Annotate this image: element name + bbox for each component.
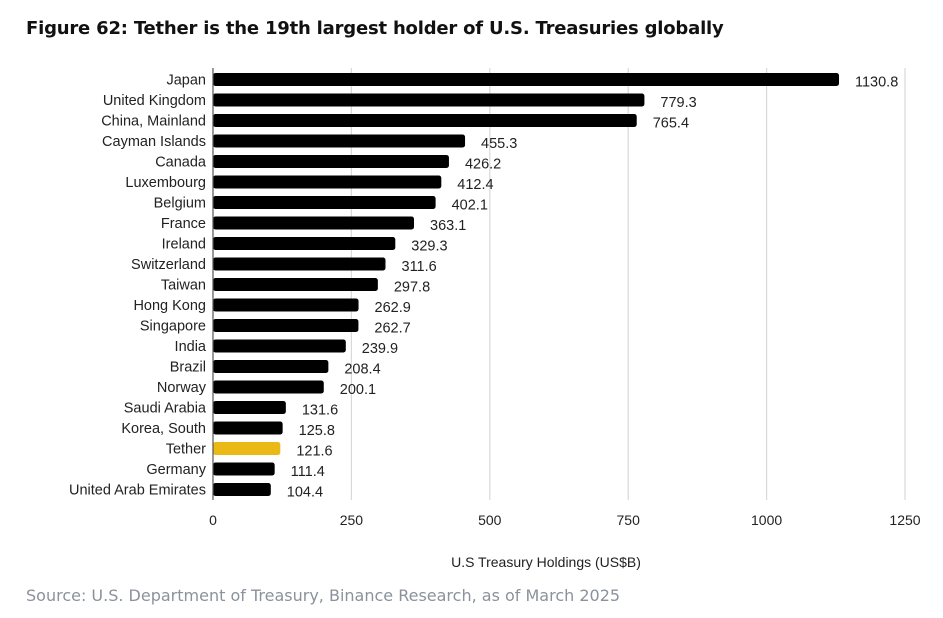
x-tick-label: 0 bbox=[209, 512, 217, 528]
bar bbox=[213, 462, 275, 476]
category-label: United Kingdom bbox=[103, 93, 206, 109]
bar bbox=[213, 421, 283, 435]
bar bbox=[213, 278, 378, 291]
category-label: Belgium bbox=[154, 196, 206, 212]
bar bbox=[213, 134, 466, 148]
bar bbox=[213, 216, 415, 230]
value-label: 208.4 bbox=[344, 362, 380, 378]
bar-highlight bbox=[213, 442, 281, 455]
bar bbox=[213, 319, 359, 332]
category-label: France bbox=[161, 216, 206, 232]
value-label: 779.3 bbox=[660, 95, 696, 111]
source-note: Source: U.S. Department of Treasury, Bin… bbox=[26, 586, 621, 605]
category-label: Cayman Islands bbox=[102, 134, 206, 150]
x-tick-label: 750 bbox=[617, 512, 641, 528]
value-label: 311.6 bbox=[402, 259, 437, 275]
category-label: Norway bbox=[157, 380, 207, 396]
x-tick-labels: 0 250 500 750 1000 1250 bbox=[209, 512, 921, 528]
value-label: 455.3 bbox=[481, 136, 517, 152]
bar bbox=[213, 257, 386, 271]
bar bbox=[213, 114, 637, 127]
x-tick-label: 250 bbox=[340, 512, 364, 528]
chart-title: Figure 62: Tether is the 19th largest ho… bbox=[26, 18, 724, 39]
value-label: 104.4 bbox=[287, 485, 323, 501]
value-label: 1130.8 bbox=[855, 75, 898, 91]
bar bbox=[213, 401, 286, 414]
value-label: 200.1 bbox=[340, 382, 376, 398]
value-label: 111.4 bbox=[291, 464, 325, 480]
category-label: India bbox=[175, 339, 207, 355]
value-labels: 1130.8 779.3 765.4 455.3 426.2 412.4 402.1 363.… bbox=[287, 75, 898, 501]
x-tick-label: 1000 bbox=[751, 512, 782, 528]
category-label: Luxembourg bbox=[125, 175, 206, 191]
category-label: Saudi Arabia bbox=[124, 401, 207, 417]
value-label: 412.4 bbox=[457, 177, 493, 193]
value-label: 426.2 bbox=[465, 157, 501, 173]
bar bbox=[213, 73, 840, 86]
x-tick-label: 500 bbox=[478, 512, 502, 528]
value-label: 402.1 bbox=[452, 198, 488, 214]
category-label: China, Mainland bbox=[101, 114, 206, 130]
category-label: Singapore bbox=[140, 319, 206, 335]
bar bbox=[213, 483, 271, 496]
gridlines bbox=[350, 68, 906, 500]
bar bbox=[213, 339, 346, 353]
value-label: 765.4 bbox=[653, 116, 689, 132]
bar bbox=[213, 298, 359, 312]
category-label: Korea, South bbox=[121, 421, 206, 437]
category-label: Hong Kong bbox=[133, 298, 206, 314]
category-label: Brazil bbox=[170, 360, 206, 376]
bar bbox=[213, 196, 436, 209]
category-labels: Japan United Kingdom China, Mainland Cayman… bbox=[69, 73, 207, 499]
value-label: 125.8 bbox=[299, 423, 335, 439]
x-axis-title: U.S Treasury Holdings (US$B) bbox=[451, 554, 641, 570]
category-label: Ireland bbox=[162, 237, 206, 253]
bar bbox=[213, 360, 329, 373]
category-label: Tether bbox=[166, 442, 206, 458]
value-label: 262.9 bbox=[375, 300, 411, 316]
x-tick-label: 1250 bbox=[889, 512, 920, 528]
value-label: 121.6 bbox=[296, 444, 332, 460]
category-label: Taiwan bbox=[161, 278, 206, 294]
category-label: Germany bbox=[146, 462, 206, 478]
value-label: 262.7 bbox=[374, 321, 410, 337]
value-label: 363.1 bbox=[430, 218, 466, 234]
value-label: 239.9 bbox=[362, 341, 398, 357]
value-label: 297.8 bbox=[394, 280, 430, 296]
bar bbox=[213, 237, 396, 250]
bars bbox=[213, 73, 840, 496]
bar bbox=[213, 93, 645, 107]
category-label: United Arab Emirates bbox=[69, 483, 206, 499]
bar bbox=[213, 380, 324, 394]
bar bbox=[213, 175, 442, 189]
category-label: Canada bbox=[155, 155, 207, 171]
value-label: 329.3 bbox=[411, 239, 447, 255]
bar bbox=[213, 155, 449, 168]
category-label: Switzerland bbox=[131, 257, 206, 273]
value-label: 131.6 bbox=[302, 403, 338, 419]
category-label: Japan bbox=[166, 73, 206, 89]
